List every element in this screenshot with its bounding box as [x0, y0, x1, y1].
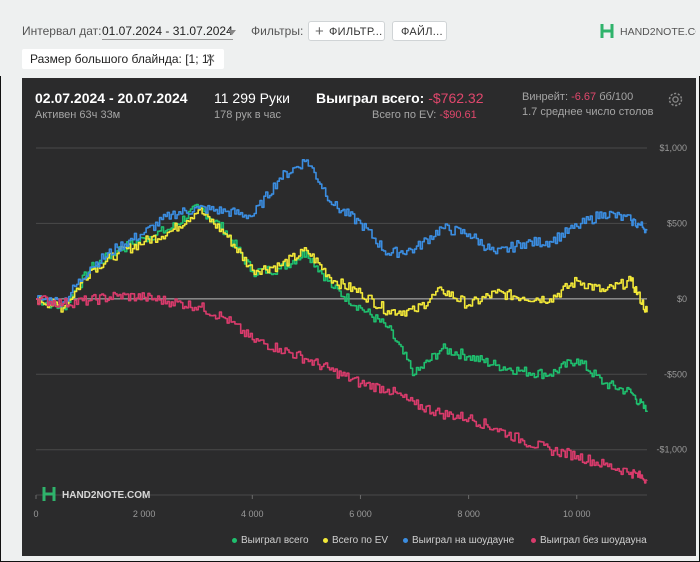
legend-ev: Всего по EV	[323, 535, 388, 546]
y-tick-label: $1,000	[659, 143, 687, 153]
winrate-unit: бб/100	[599, 91, 634, 103]
legend-showdown: Выиграл на шоудауне	[403, 535, 514, 546]
gear-icon[interactable]	[667, 91, 684, 108]
brand-text: HAND2NOTE.COM	[620, 26, 696, 38]
winrate-label: Винрейт:	[522, 91, 569, 103]
period-range: 02.07.2024 - 20.07.2024	[35, 90, 188, 106]
winrate-value: -6.67	[571, 91, 597, 103]
plus-icon: +	[315, 23, 325, 40]
close-icon[interactable]: ✕	[205, 51, 216, 66]
y-tick-label: $500	[667, 218, 687, 228]
filters-label: Фильтры:	[251, 24, 304, 38]
series-line-won	[36, 203, 648, 412]
filter-button[interactable]: + ФИЛЬТР...	[308, 21, 385, 41]
file-button[interactable]: ФАЙЛ...	[392, 21, 447, 41]
legend-label: Выиграл всего	[241, 535, 309, 546]
chart-panel	[22, 78, 696, 556]
legend-label: Выиграл без шоудауна	[540, 535, 647, 546]
y-tick-label: -$1,000	[656, 445, 687, 455]
series-line-ev	[36, 207, 648, 317]
blind-size-chip[interactable]: Размер большого блайнда: [1; 1] ✕	[22, 49, 224, 69]
legend-dot	[531, 537, 536, 543]
x-tick-label: 6 000	[349, 509, 372, 519]
won-total-label: Выиграл всего:	[316, 90, 425, 106]
x-tick-label: 4 000	[241, 509, 264, 519]
hands-count: 11 299 Руки	[214, 90, 290, 106]
legend-non-showdown: Выиграл без шоудауна	[531, 535, 647, 546]
logo-mark-icon	[600, 24, 614, 38]
hands-per-hour: 178 рук в час	[214, 109, 282, 121]
x-tick-label: 8 000	[457, 509, 480, 519]
watermark-logo-icon	[42, 487, 56, 501]
legend-won: Выиграл всего	[232, 535, 309, 546]
won-total: Выиграл всего: -$762.32	[316, 90, 484, 106]
date-range-select[interactable]: 01.07.2024 - 31.07.2024	[102, 24, 233, 40]
watermark: HAND2NOTE.COM	[42, 485, 162, 508]
active-time: Активен 63ч 33м	[35, 109, 121, 121]
series-line-non_showdown	[36, 291, 648, 484]
average-tables: 1.7 среднее число столов	[522, 106, 654, 118]
series-line-showdown	[36, 159, 648, 308]
ev-total-label: Всего по EV:	[372, 109, 437, 121]
x-tick-label: 2 000	[133, 509, 156, 519]
filter-button-label: ФИЛЬТР...	[329, 26, 383, 38]
toolbar: Интервал дат: 01.07.2024 - 31.07.2024 Фи…	[0, 0, 700, 76]
ev-total-value: -$90.61	[439, 109, 477, 121]
watermark-text: HAND2NOTE.COM	[62, 490, 150, 501]
legend-dot	[323, 537, 328, 543]
legend-label: Всего по EV	[332, 535, 389, 546]
date-range-label: Интервал дат:	[22, 24, 102, 38]
brand-logo: HAND2NOTE.COM	[600, 22, 700, 45]
blind-size-chip-label: Размер большого блайнда: [1; 1]	[30, 52, 212, 66]
chevron-down-icon[interactable]	[228, 30, 236, 35]
winrate: Винрейт: -6.67 бб/100	[522, 91, 633, 103]
ev-total: Всего по EV: -$90.61	[372, 109, 477, 121]
legend-dot	[232, 537, 237, 543]
legend-dot	[403, 537, 408, 543]
legend-label: Выиграл на шоудауне	[412, 535, 515, 546]
x-tick-label: 0	[33, 509, 38, 519]
y-tick-label: -$500	[664, 369, 687, 379]
won-total-value: -$762.32	[428, 90, 484, 106]
file-button-label: ФАЙЛ...	[401, 26, 443, 38]
y-tick-label: $0	[677, 294, 687, 304]
x-tick-label: 10 000	[563, 509, 591, 519]
